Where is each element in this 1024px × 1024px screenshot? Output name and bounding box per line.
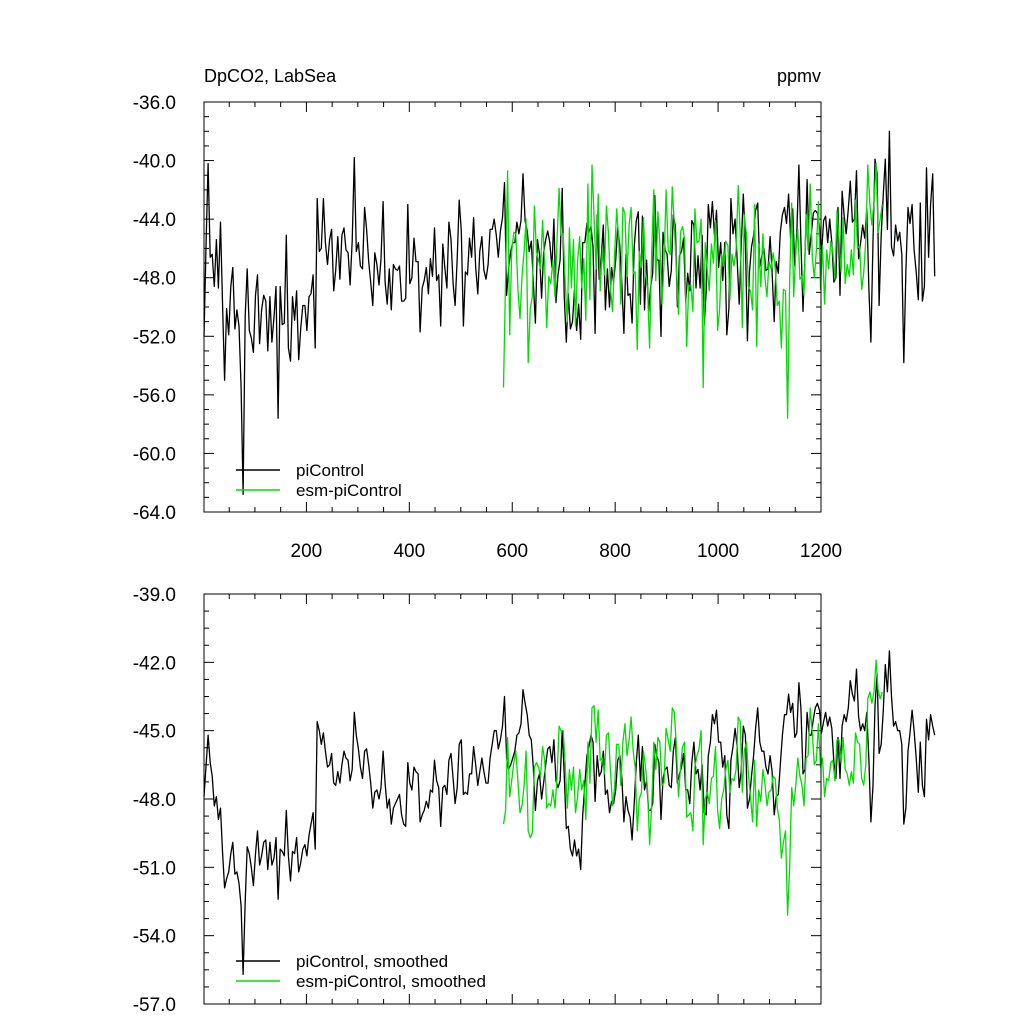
y-tick-label: -56.0 xyxy=(133,386,176,407)
legend-label-esm-picontrol: esm-piControl xyxy=(296,481,402,500)
top-legend: piControl esm-piControl xyxy=(236,461,402,500)
series-line-0 xyxy=(203,130,936,496)
top-ticks: 200 400 600 800 1000 1200 -36.0 -40.0 -44.0 -48.0… xyxy=(133,93,842,562)
bottom-panel: -39.0 -42.0 -45.0 -48.0 -51.0 -54.0 -57.0 piCo… xyxy=(133,585,936,1016)
y-tick-label: -54.0 xyxy=(133,927,176,948)
legend-label-esm-picontrol-smoothed: esm-piControl, smoothed xyxy=(296,972,486,991)
y-tick-label: -48.0 xyxy=(133,269,176,290)
y-tick-label: -60.0 xyxy=(133,444,176,465)
top-plot-frame xyxy=(203,101,822,513)
y-tick-label: -45.0 xyxy=(133,722,176,743)
y-tick-label: -57.0 xyxy=(133,995,176,1016)
y-tick-label: -42.0 xyxy=(133,653,176,674)
x-tick-label: 600 xyxy=(496,541,528,562)
y-tick-label: -51.0 xyxy=(133,858,176,879)
bottom-plot-frame xyxy=(203,593,822,1005)
series-line-0 xyxy=(203,650,936,976)
top-panel: DpCO2, LabSea ppmv 200 400 600 800 1000 1200 -… xyxy=(133,66,936,562)
y-tick-label: -64.0 xyxy=(133,503,176,524)
legend-label-picontrol-smoothed: piControl, smoothed xyxy=(296,952,448,971)
y-tick-label: -40.0 xyxy=(133,152,176,173)
y-tick-label: -48.0 xyxy=(133,790,176,811)
x-tick-label: 400 xyxy=(393,541,425,562)
series-line-1 xyxy=(502,659,883,916)
x-tick-label: 800 xyxy=(599,541,631,562)
bottom-series xyxy=(203,650,936,976)
bottom-ticks: -39.0 -42.0 -45.0 -48.0 -51.0 -54.0 -57.0 xyxy=(133,585,822,1016)
series-line-1 xyxy=(502,162,883,419)
x-tick-label: 200 xyxy=(291,541,323,562)
bottom-legend: piControl, smoothed esm-piControl, smoot… xyxy=(236,952,486,991)
x-tick-label: 1200 xyxy=(800,541,842,562)
y-tick-label: -39.0 xyxy=(133,585,176,606)
y-tick-label: -52.0 xyxy=(133,327,176,348)
chart-title: DpCO2, LabSea xyxy=(204,66,337,86)
y-tick-label: -36.0 xyxy=(133,93,176,114)
x-tick-label: 1000 xyxy=(697,541,739,562)
chart-units: ppmv xyxy=(777,66,821,86)
top-series xyxy=(203,130,936,496)
legend-label-picontrol: piControl xyxy=(296,461,364,480)
y-tick-label: -44.0 xyxy=(133,210,176,231)
